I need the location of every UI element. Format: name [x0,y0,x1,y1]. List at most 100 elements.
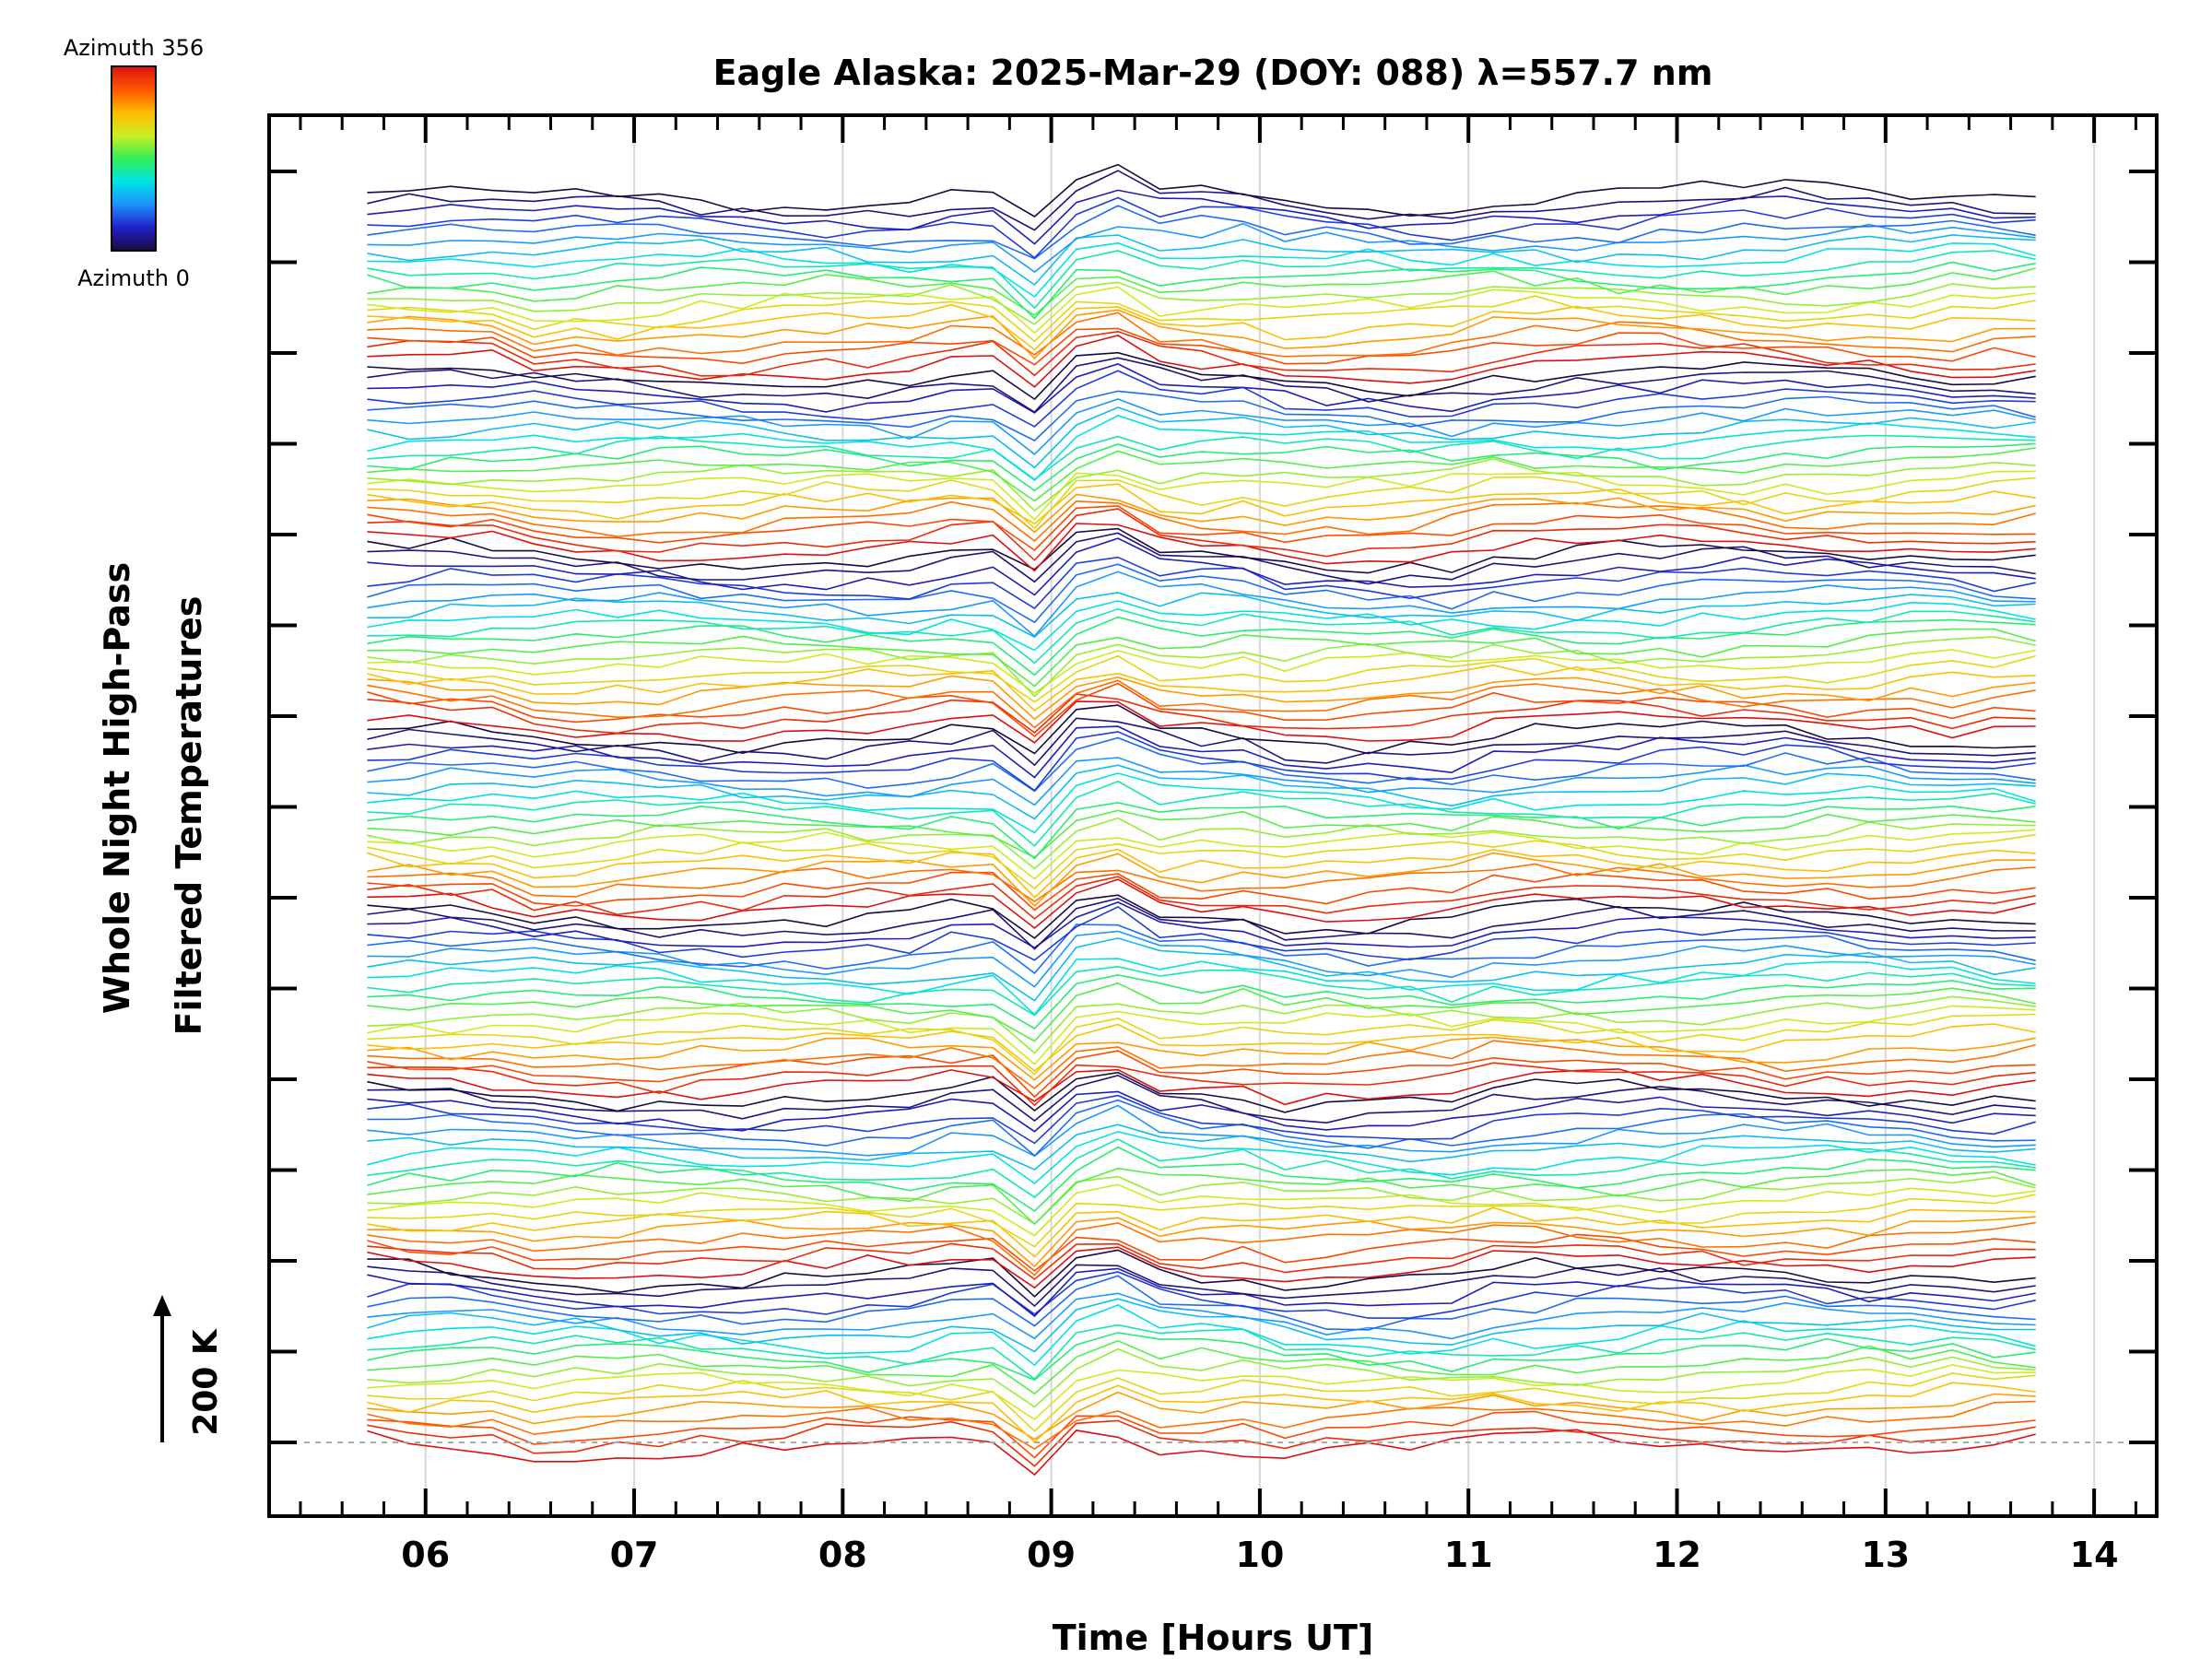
trace-line [367,1104,2036,1158]
colorbar-top-label: Azimuth 356 [64,35,204,61]
trace-line [367,1221,2036,1277]
trace-line [367,693,2036,735]
trace-line [367,1071,2036,1113]
trace-line [367,312,2036,358]
trace-line [367,876,2036,920]
trace-line [367,679,2036,729]
trace-line [367,1216,2036,1268]
y-axis-label-line1: Whole Night High-Pass [97,562,137,1014]
trace-line [367,717,2036,767]
trace-line [367,1242,2036,1281]
x-tick-label: 06 [401,1535,450,1575]
trace-line [367,1410,2036,1459]
trace-line [367,398,2036,455]
x-tick-label: 07 [610,1535,659,1575]
trace-line [367,654,2036,703]
trace-line [367,1146,2036,1212]
trace-line [367,616,2036,677]
trace-line [367,649,2036,694]
y-axis-label-line2: Filtered Temperatures [169,596,209,1036]
trace-line [367,442,2036,492]
trace-line [367,1074,2036,1124]
trace-line [367,234,2036,287]
x-tick-labels: 06 07 08 09 10 11 12 13 14 [401,1535,2118,1575]
trace-line [367,1429,2036,1477]
trace-line [367,600,2036,652]
trace-line [367,772,2036,834]
scale-bar: 200 K [153,1295,225,1442]
trace-line [367,1036,2036,1081]
trace-line [367,327,2036,366]
trace-line [367,901,2036,949]
trace-line [367,1124,2036,1171]
trace-line [367,1183,2036,1237]
trace-line [367,1005,2036,1065]
trace-line [367,295,2036,343]
trace-line [367,483,2036,525]
trace-line [367,592,2036,639]
trace-line [367,170,2036,231]
trace-line [367,731,2036,792]
trace-line [367,628,2036,688]
x-axis-label: Time [Hours UT] [1053,1618,1374,1658]
trace-line [367,1130,2036,1185]
trace-line [367,351,2036,401]
trace-line [367,973,2036,1030]
trace-line [367,1382,2036,1443]
trace-line [367,1298,2036,1353]
trace-line [367,163,2036,218]
trace-line [367,1372,2036,1432]
trace-line [367,196,2036,259]
trace-line [367,250,2036,310]
trace-line [367,1400,2036,1450]
trace-group [367,163,2036,1477]
trace-line [367,801,2036,860]
trace-line [367,523,2036,572]
trace-line [367,563,2036,624]
trace-line [367,309,2036,360]
trace-line [367,1391,2036,1441]
trace-line [367,241,2036,299]
trace-line [367,370,2036,428]
trace-line [367,1233,2036,1272]
trace-line [367,878,2036,930]
trace-line [367,607,2036,665]
plot-frame [267,113,2159,1518]
trace-line [367,757,2036,806]
scale-bar-arrowhead [153,1295,171,1316]
trace-line [367,725,2036,779]
trace-line [367,930,2036,988]
trace-line [367,447,2036,502]
trace-line [367,736,2036,793]
trace-line [367,571,2036,638]
trace-line [367,863,2036,903]
trace-line [367,261,2036,320]
trace-line [367,1267,2036,1318]
x-tick-label: 08 [818,1535,867,1575]
x-tick-label: 10 [1235,1535,1284,1575]
trace-line [367,1363,2036,1421]
trace-line [367,636,2036,698]
x-tick-label: 09 [1027,1535,1076,1575]
trace-line [367,476,2036,530]
trace-line [367,1068,2036,1106]
trace-line [367,330,2036,377]
trace-line [367,357,2036,414]
trace-line [367,1292,2036,1340]
trace-line [367,833,2036,890]
trace-line [367,281,2036,325]
trace-line [367,1050,2036,1099]
trace-line [367,1094,2036,1145]
trace-line [367,1347,2036,1408]
trace-line [367,527,2036,574]
trace-line [367,905,2036,961]
trace-line [367,1138,2036,1199]
trace-line [367,894,2036,939]
trace-line [367,406,2036,469]
x-tick-label: 12 [1653,1535,1701,1575]
axis-ticks [269,115,2157,1516]
trace-line [367,1090,2036,1133]
trace-line [367,937,2036,1002]
trace-line [367,1271,2036,1319]
